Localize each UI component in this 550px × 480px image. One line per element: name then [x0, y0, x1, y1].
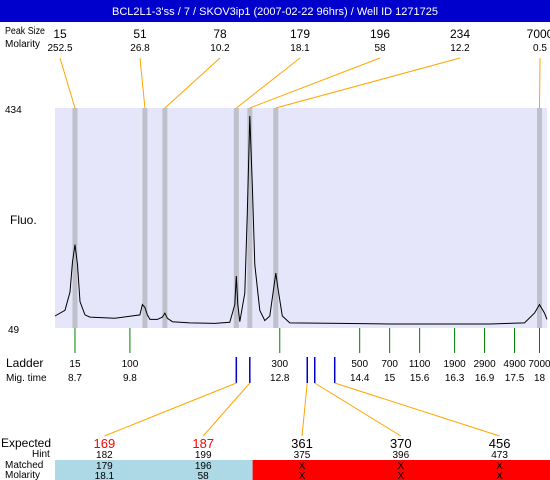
y-max-tick: 434 [5, 105, 22, 116]
peak-labels: 15 252.5 51 26.8 78 10.2 179 18.1 196 58 234 12.2 70… [47, 27, 550, 54]
peak-band [247, 108, 253, 328]
peak-size: 234 [450, 27, 470, 41]
expected-size: 361 [291, 436, 313, 451]
peak-band [273, 108, 279, 328]
peak-size: 179 [290, 27, 310, 41]
peak-molarity: 10.2 [210, 43, 230, 54]
ladder-size: 700 [381, 359, 398, 370]
peak-bands [72, 108, 543, 328]
peak-connector [275, 57, 461, 109]
ladder-size: 15 [69, 359, 81, 370]
mig-time-label: Mig. time [6, 373, 47, 384]
matched-molarity: X [496, 471, 503, 480]
matched-size: X [496, 461, 503, 472]
peak-size: 51 [133, 27, 147, 41]
expected-connector [104, 382, 237, 437]
hint-size: 396 [392, 450, 409, 461]
ladder-label: Ladder [6, 356, 43, 370]
expected-connector [301, 382, 308, 437]
unmatched-band [252, 460, 550, 480]
hint-size: 473 [491, 450, 508, 461]
matched-band [55, 460, 253, 480]
page-title: BCL2L1-3'ss / 7 / SKOV3ip1 (2007-02-22 9… [112, 6, 438, 18]
peak-connector [139, 57, 146, 109]
ladder-mig-time: 12.8 [270, 373, 290, 384]
matched-size: 196 [195, 461, 212, 472]
peak-size: 7000 [527, 27, 550, 41]
ladder-size: 7000 [528, 359, 550, 370]
ladder-size: 4900 [503, 359, 526, 370]
peak-connector [249, 57, 381, 109]
peak-band [72, 108, 78, 328]
ladder-mig-time: 15.6 [410, 373, 430, 384]
peak-size: 15 [53, 27, 67, 41]
expected-markers [235, 357, 336, 383]
matched-size: X [299, 461, 306, 472]
ladder-size: 100 [122, 359, 139, 370]
peak-connector [236, 57, 301, 109]
ladder-mig-time: 8.7 [68, 373, 82, 384]
matched-label: Matched [5, 460, 43, 471]
peak-size-row-label: Peak Size [5, 26, 45, 37]
peak-molarity: 58 [374, 43, 386, 54]
ladder-mig-time: 16.3 [445, 373, 465, 384]
ladder-mig-time: 16.9 [475, 373, 495, 384]
peak-band [537, 108, 543, 328]
matched-molarity: X [299, 471, 306, 480]
peak-connector [59, 57, 76, 109]
matched-molarity: 58 [198, 471, 210, 480]
hint-size: 199 [195, 450, 212, 461]
matched-size: 179 [96, 461, 113, 472]
peak-molarity: 0.5 [533, 43, 547, 54]
matched-molarity: X [397, 471, 404, 480]
expected-connectors [104, 382, 500, 437]
y-min-tick: 49 [8, 325, 20, 336]
expected-size: 370 [390, 436, 412, 451]
peak-size: 196 [370, 27, 390, 41]
ladder-mig-time: 9.8 [123, 373, 137, 384]
hint-label: Hint [32, 449, 50, 460]
peak-molarity: 12.2 [450, 43, 470, 54]
expected-table: 16918217918.118719919658361375XX370396XX… [55, 436, 550, 480]
expected-molarity-label: Molarity [5, 470, 40, 480]
expected-connector [314, 382, 402, 437]
plot-area [55, 108, 547, 328]
ladder-ticks: 15 8.7 100 9.8 300 12.8 500 14.4 700 15 1100 15.6 19… [68, 328, 550, 384]
ladder-mig-time: 18 [534, 373, 546, 384]
expected-size: 187 [192, 436, 214, 451]
expected-label: Expected [1, 436, 51, 450]
title-bar [0, 0, 550, 22]
ladder-size: 500 [351, 359, 368, 370]
ladder-size: 1900 [443, 359, 466, 370]
peak-band [233, 108, 239, 328]
expected-connector [334, 382, 500, 437]
molarity-row-label: Molarity [5, 39, 40, 50]
ladder-size: 300 [271, 359, 288, 370]
matched-size: X [397, 461, 404, 472]
fluorescence-trace [54, 115, 548, 325]
peak-molarity: 252.5 [47, 43, 72, 54]
expected-connector [202, 382, 251, 437]
hint-size: 375 [294, 450, 311, 461]
ladder-mig-time: 14.4 [350, 373, 370, 384]
peak-molarity: 26.8 [130, 43, 150, 54]
expected-size: 169 [94, 436, 116, 451]
peak-connectors [59, 57, 541, 109]
matched-molarity: 18.1 [95, 471, 115, 480]
peak-molarity: 18.1 [290, 43, 310, 54]
ladder-size: 2900 [473, 359, 496, 370]
ladder-mig-time: 15 [384, 373, 396, 384]
peak-band [142, 108, 148, 328]
peak-connector [164, 57, 221, 109]
y-axis-label: Fluo. [10, 213, 37, 227]
ladder-mig-time: 17.5 [505, 373, 525, 384]
hint-size: 182 [96, 450, 113, 461]
ladder-size: 1100 [409, 359, 431, 370]
peak-size: 78 [213, 27, 227, 41]
peak-band [162, 108, 168, 328]
expected-size: 456 [489, 436, 511, 451]
